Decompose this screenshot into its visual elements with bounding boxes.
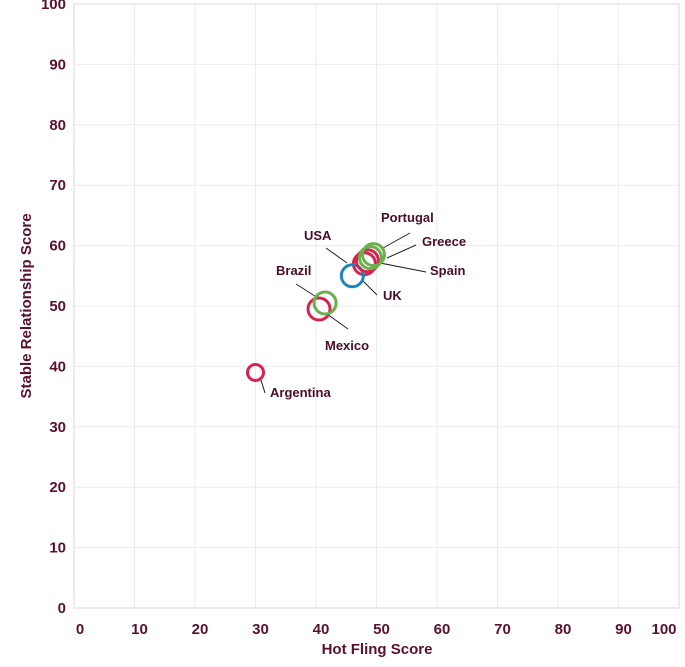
leader-line-mexico bbox=[326, 313, 349, 330]
leader-line-portugal bbox=[382, 232, 411, 249]
point-label-portugal: Portugal bbox=[381, 210, 434, 225]
y-tick-label: 10 bbox=[49, 540, 66, 557]
point-label-usa: USA bbox=[304, 228, 332, 243]
plot-area-border bbox=[73, 3, 680, 609]
point-mexico bbox=[312, 290, 338, 316]
point-label-brazil: Brazil bbox=[276, 263, 311, 278]
x-tick-label: 80 bbox=[555, 621, 572, 638]
y-tick-label: 40 bbox=[49, 358, 66, 375]
point-portugal bbox=[360, 242, 386, 268]
data-points bbox=[246, 242, 386, 382]
x-tick-label: 50 bbox=[373, 621, 390, 638]
y-tick-label: 70 bbox=[49, 177, 66, 194]
point-label-greece: Greece bbox=[422, 234, 466, 249]
point-label-mexico: Mexico bbox=[325, 338, 369, 353]
leader-line-brazil bbox=[295, 283, 319, 299]
grid-layer bbox=[73, 3, 680, 609]
y-tick-label: 0 bbox=[58, 600, 66, 617]
point-uk bbox=[339, 263, 365, 289]
leader-lines bbox=[259, 232, 427, 394]
y-tick-label: 20 bbox=[49, 479, 66, 496]
leader-line-uk bbox=[361, 279, 378, 296]
y-tick-label: 80 bbox=[49, 117, 66, 134]
point-brazil bbox=[306, 296, 332, 322]
point-spain bbox=[354, 248, 380, 274]
y-tick-label: 30 bbox=[49, 419, 66, 436]
x-axis-tick-labels: 0 10 20 30 40 50 60 70 80 90 100 bbox=[76, 621, 677, 638]
y-axis-title: Stable Relationship Score bbox=[18, 213, 35, 398]
y-tick-label: 60 bbox=[49, 238, 66, 255]
y-axis-tick-labels: 0 10 20 30 40 50 60 70 80 90 100 bbox=[41, 0, 66, 617]
point-label-uk: UK bbox=[383, 288, 402, 303]
x-tick-label: 20 bbox=[192, 621, 209, 638]
x-tick-label: 0 bbox=[76, 621, 84, 638]
point-greece bbox=[357, 245, 383, 271]
leader-line-usa bbox=[325, 247, 348, 264]
point-label-spain: Spain bbox=[430, 263, 465, 278]
y-tick-label: 90 bbox=[49, 56, 66, 73]
x-tick-label: 90 bbox=[615, 621, 632, 638]
x-tick-label: 30 bbox=[252, 621, 269, 638]
point-labels: Argentina Brazil Mexico USA UK Spain Portugal G… bbox=[270, 210, 466, 400]
x-tick-label: 70 bbox=[494, 621, 511, 638]
x-tick-label: 10 bbox=[131, 621, 148, 638]
point-label-argentina: Argentina bbox=[270, 385, 331, 400]
y-tick-label: 50 bbox=[49, 298, 66, 315]
leader-line-greece bbox=[386, 244, 417, 259]
leader-line-spain bbox=[379, 262, 427, 273]
point-argentina bbox=[246, 362, 265, 382]
x-tick-label: 100 bbox=[651, 621, 676, 638]
x-tick-label: 40 bbox=[313, 621, 330, 638]
x-axis-title: Hot Fling Score bbox=[322, 641, 433, 658]
x-tick-label: 60 bbox=[434, 621, 451, 638]
y-tick-label: 100 bbox=[41, 0, 66, 13]
